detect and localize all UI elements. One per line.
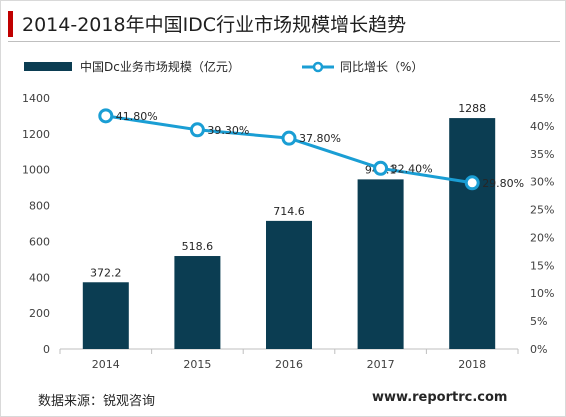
left-axis-tick-label: 1200 (22, 128, 50, 141)
legend-line-label: 同比增长（%） (340, 60, 423, 74)
line-series: 41.80% 39.30% 37.80% 32.40% 29.80% (98, 108, 524, 191)
website-url: www.reportrc.com (372, 390, 508, 405)
right-y-axis: 0% 5% 10% 15% 20% 25% 30% 35% 40% 45% (530, 92, 554, 356)
bar-data-label: 372.2 (90, 266, 122, 279)
left-axis-tick-label: 400 (29, 271, 50, 284)
title-divider (8, 41, 560, 42)
right-axis-tick-label: 0% (530, 343, 547, 356)
left-y-axis: 0 200 400 600 800 1000 1200 1400 (22, 92, 50, 356)
left-axis-tick-label: 600 (29, 235, 50, 248)
chart-title: 2014-2018年中国IDC行业市场规模增长趋势 (22, 14, 407, 36)
growth-data-label: 37.80% (299, 132, 341, 145)
x-axis-tick-label: 2018 (458, 358, 486, 371)
growth-marker (98, 108, 114, 124)
left-axis-tick-label: 0 (43, 343, 50, 356)
right-axis-tick-label: 5% (530, 315, 547, 328)
bar (449, 118, 496, 349)
left-axis-tick-label: 800 (29, 200, 50, 213)
growth-marker (464, 175, 480, 191)
x-axis: 2014 2015 2016 2017 2018 (59, 348, 519, 371)
x-axis-tick-label: 2016 (275, 358, 303, 371)
bar (357, 179, 404, 349)
bar (266, 220, 312, 349)
left-axis-tick-label: 1000 (22, 164, 50, 177)
growth-data-label: 41.80% (116, 110, 158, 123)
left-axis-tick-label: 1400 (22, 92, 50, 105)
right-axis-tick-label: 40% (530, 120, 554, 133)
right-axis-tick-label: 30% (530, 176, 554, 189)
right-axis-tick-label: 20% (530, 231, 554, 244)
x-axis-tick-label: 2014 (92, 358, 120, 371)
left-axis-tick-label: 200 (29, 307, 50, 320)
growth-data-label: 29.80% (482, 177, 524, 190)
growth-marker (281, 130, 297, 146)
x-axis-tick-label: 2015 (183, 358, 211, 371)
right-axis-tick-label: 45% (530, 92, 554, 105)
bar-data-label: 518.6 (182, 240, 214, 253)
legend-bar-swatch (24, 62, 72, 71)
growth-marker (189, 122, 205, 138)
bar (174, 256, 221, 349)
title-accent-bar (8, 11, 13, 37)
bar-data-label: 714.6 (273, 205, 305, 218)
legend-line-marker (312, 61, 324, 73)
right-axis-tick-label: 15% (530, 259, 554, 272)
legend: 中国Dc业务市场规模（亿元） 同比增长（%） (24, 59, 423, 74)
right-axis-tick-label: 25% (530, 204, 554, 217)
legend-bar-label: 中国Dc业务市场规模（亿元） (80, 59, 240, 74)
growth-data-label: 32.40% (391, 162, 433, 175)
growth-marker (373, 160, 389, 176)
x-axis-tick-label: 2017 (367, 358, 395, 371)
bar (82, 282, 129, 349)
growth-data-label: 39.30% (207, 124, 249, 137)
source-note: 数据来源：锐观咨询 (38, 394, 156, 409)
right-axis-tick-label: 10% (530, 287, 554, 300)
right-axis-tick-label: 35% (530, 148, 554, 161)
bar-data-label: 1288 (458, 102, 486, 115)
